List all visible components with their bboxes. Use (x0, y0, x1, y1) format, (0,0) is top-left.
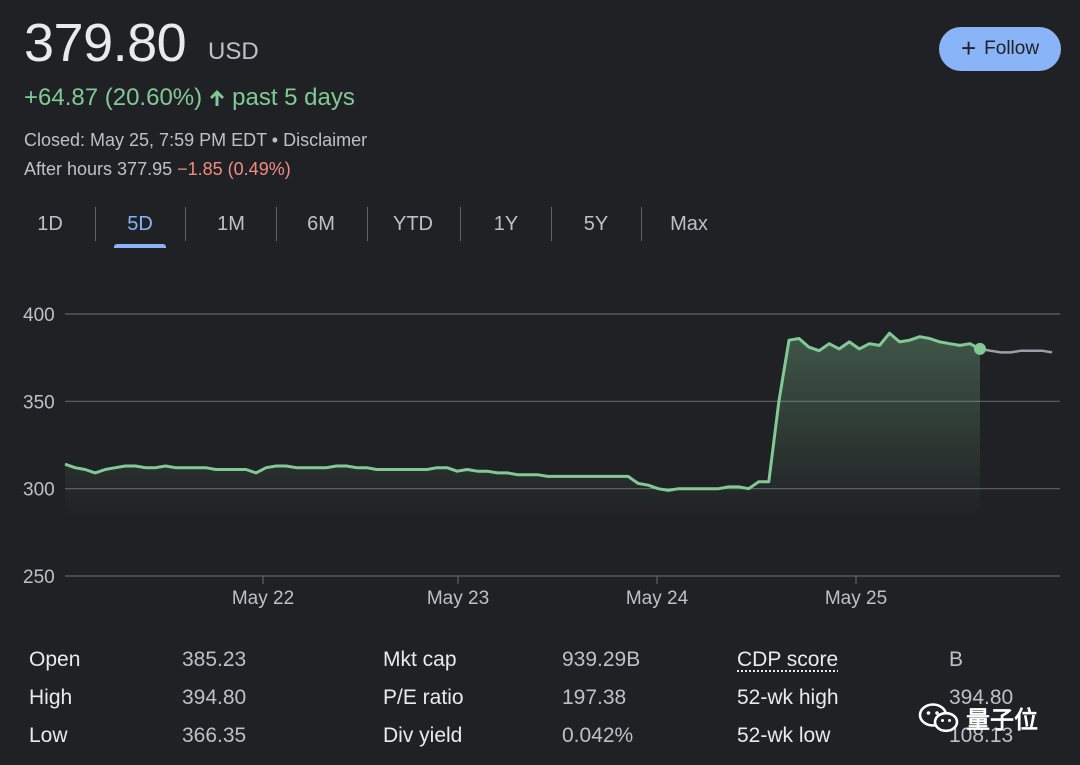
change-period: past 5 days (232, 84, 355, 111)
tab-divider (95, 207, 96, 241)
follow-button-label: Follow (984, 38, 1040, 59)
tab-5y[interactable]: 5Y (568, 204, 624, 244)
tab-divider (551, 207, 552, 241)
tab-1y[interactable]: 1Y (478, 204, 534, 244)
tab-label: 1D (37, 212, 63, 235)
after-hours-change: −1.85 (0.49%) (177, 159, 291, 179)
price-chart[interactable]: 400 350 300 250 May 22 May 23 May 24 May 25 (0, 290, 1080, 620)
tab-divider (367, 207, 368, 241)
after-hours-series-line (979, 347, 1053, 354)
tab-6m[interactable]: 6M (292, 204, 350, 244)
x-tick-label: May 25 (825, 588, 887, 609)
stat-value-high: 394.80 (182, 686, 247, 709)
x-tick-label: May 24 (626, 588, 689, 609)
watermark-text: 量子位 (966, 707, 1038, 734)
active-tab-indicator (114, 244, 166, 248)
y-tick-label: 350 (23, 392, 55, 413)
tab-label: 1Y (493, 212, 519, 235)
stock-price: 379.80 (24, 13, 187, 73)
after-hours-price: After hours 377.95 (24, 159, 173, 179)
stat-value-52wk-high: 394.80 (949, 686, 1014, 709)
y-tick-label: 400 (23, 305, 55, 326)
watermark: 量子位 (918, 700, 1038, 735)
tab-label: YTD (393, 212, 433, 235)
stat-value-pe-ratio: 197.38 (562, 686, 627, 709)
wechat-icon (918, 702, 959, 732)
tab-label: 6M (307, 212, 335, 235)
x-tick-label: May 23 (427, 588, 489, 609)
price-series-line (64, 331, 981, 492)
tab-divider (460, 207, 461, 241)
tab-label: 1M (217, 212, 245, 235)
tab-label: 5D (127, 212, 153, 235)
stat-value-open: 385.23 (182, 648, 247, 671)
stat-label-div-yield: Div yield (383, 724, 463, 747)
price-area-fill (65, 333, 980, 516)
tab-label: Max (670, 212, 708, 235)
tab-divider (641, 207, 642, 241)
tab-divider (276, 207, 277, 241)
closed-text[interactable]: Closed: May 25, 7:59 PM EDT • Disclaimer (24, 130, 368, 150)
tab-1d[interactable]: 1D (22, 204, 78, 244)
y-tick-label: 250 (23, 567, 55, 588)
stat-value-52wk-low: 108.13 (949, 724, 1014, 747)
tab-5d[interactable]: 5D (112, 204, 168, 248)
stat-label-52wk-low: 52-wk low (737, 724, 831, 747)
change-value: +64.87 (20.60%) (24, 84, 203, 111)
stat-value-div-yield: 0.042% (562, 724, 634, 747)
key-stats: Open 385.23 High 394.80 Low 366.35 Mkt c… (0, 640, 1080, 760)
stat-value-low: 366.35 (182, 724, 247, 747)
plus-icon: + (960, 33, 977, 63)
currency-label: USD (208, 38, 259, 65)
stat-value-cdp-score: B (949, 648, 964, 671)
tab-label: 5Y (583, 212, 609, 235)
stat-label-cdp-score[interactable]: CDP score (737, 648, 839, 671)
stat-label-open: Open (29, 648, 81, 671)
stat-label-pe-ratio: P/E ratio (383, 686, 464, 709)
tab-1m[interactable]: 1M (202, 204, 260, 244)
tab-max[interactable]: Max (658, 204, 720, 244)
tab-divider (185, 207, 186, 241)
stat-label-mkt-cap: Mkt cap (383, 648, 457, 671)
range-tabs: 1D 5D 1M 6M YTD 1Y 5Y Max (0, 204, 760, 248)
follow-button[interactable]: + Follow (939, 27, 1061, 71)
price-change: +64.87 (20.60%) past 5 days (24, 84, 355, 112)
tab-ytd[interactable]: YTD (383, 204, 443, 244)
after-hours: After hours 377.95 −1.85 (0.49%) (24, 159, 291, 180)
y-tick-label: 300 (23, 480, 55, 501)
x-tick-label: May 22 (232, 588, 294, 609)
stat-label-low: Low (29, 724, 68, 747)
stat-label-high: High (29, 686, 73, 709)
arrow-up-icon (210, 90, 225, 106)
closed-status: Closed: May 25, 7:59 PM EDT • Disclaimer (24, 130, 367, 151)
stat-value-mkt-cap: 939.29B (562, 648, 641, 671)
stat-label-52wk-high: 52-wk high (737, 686, 839, 709)
market-close-point (974, 342, 986, 355)
